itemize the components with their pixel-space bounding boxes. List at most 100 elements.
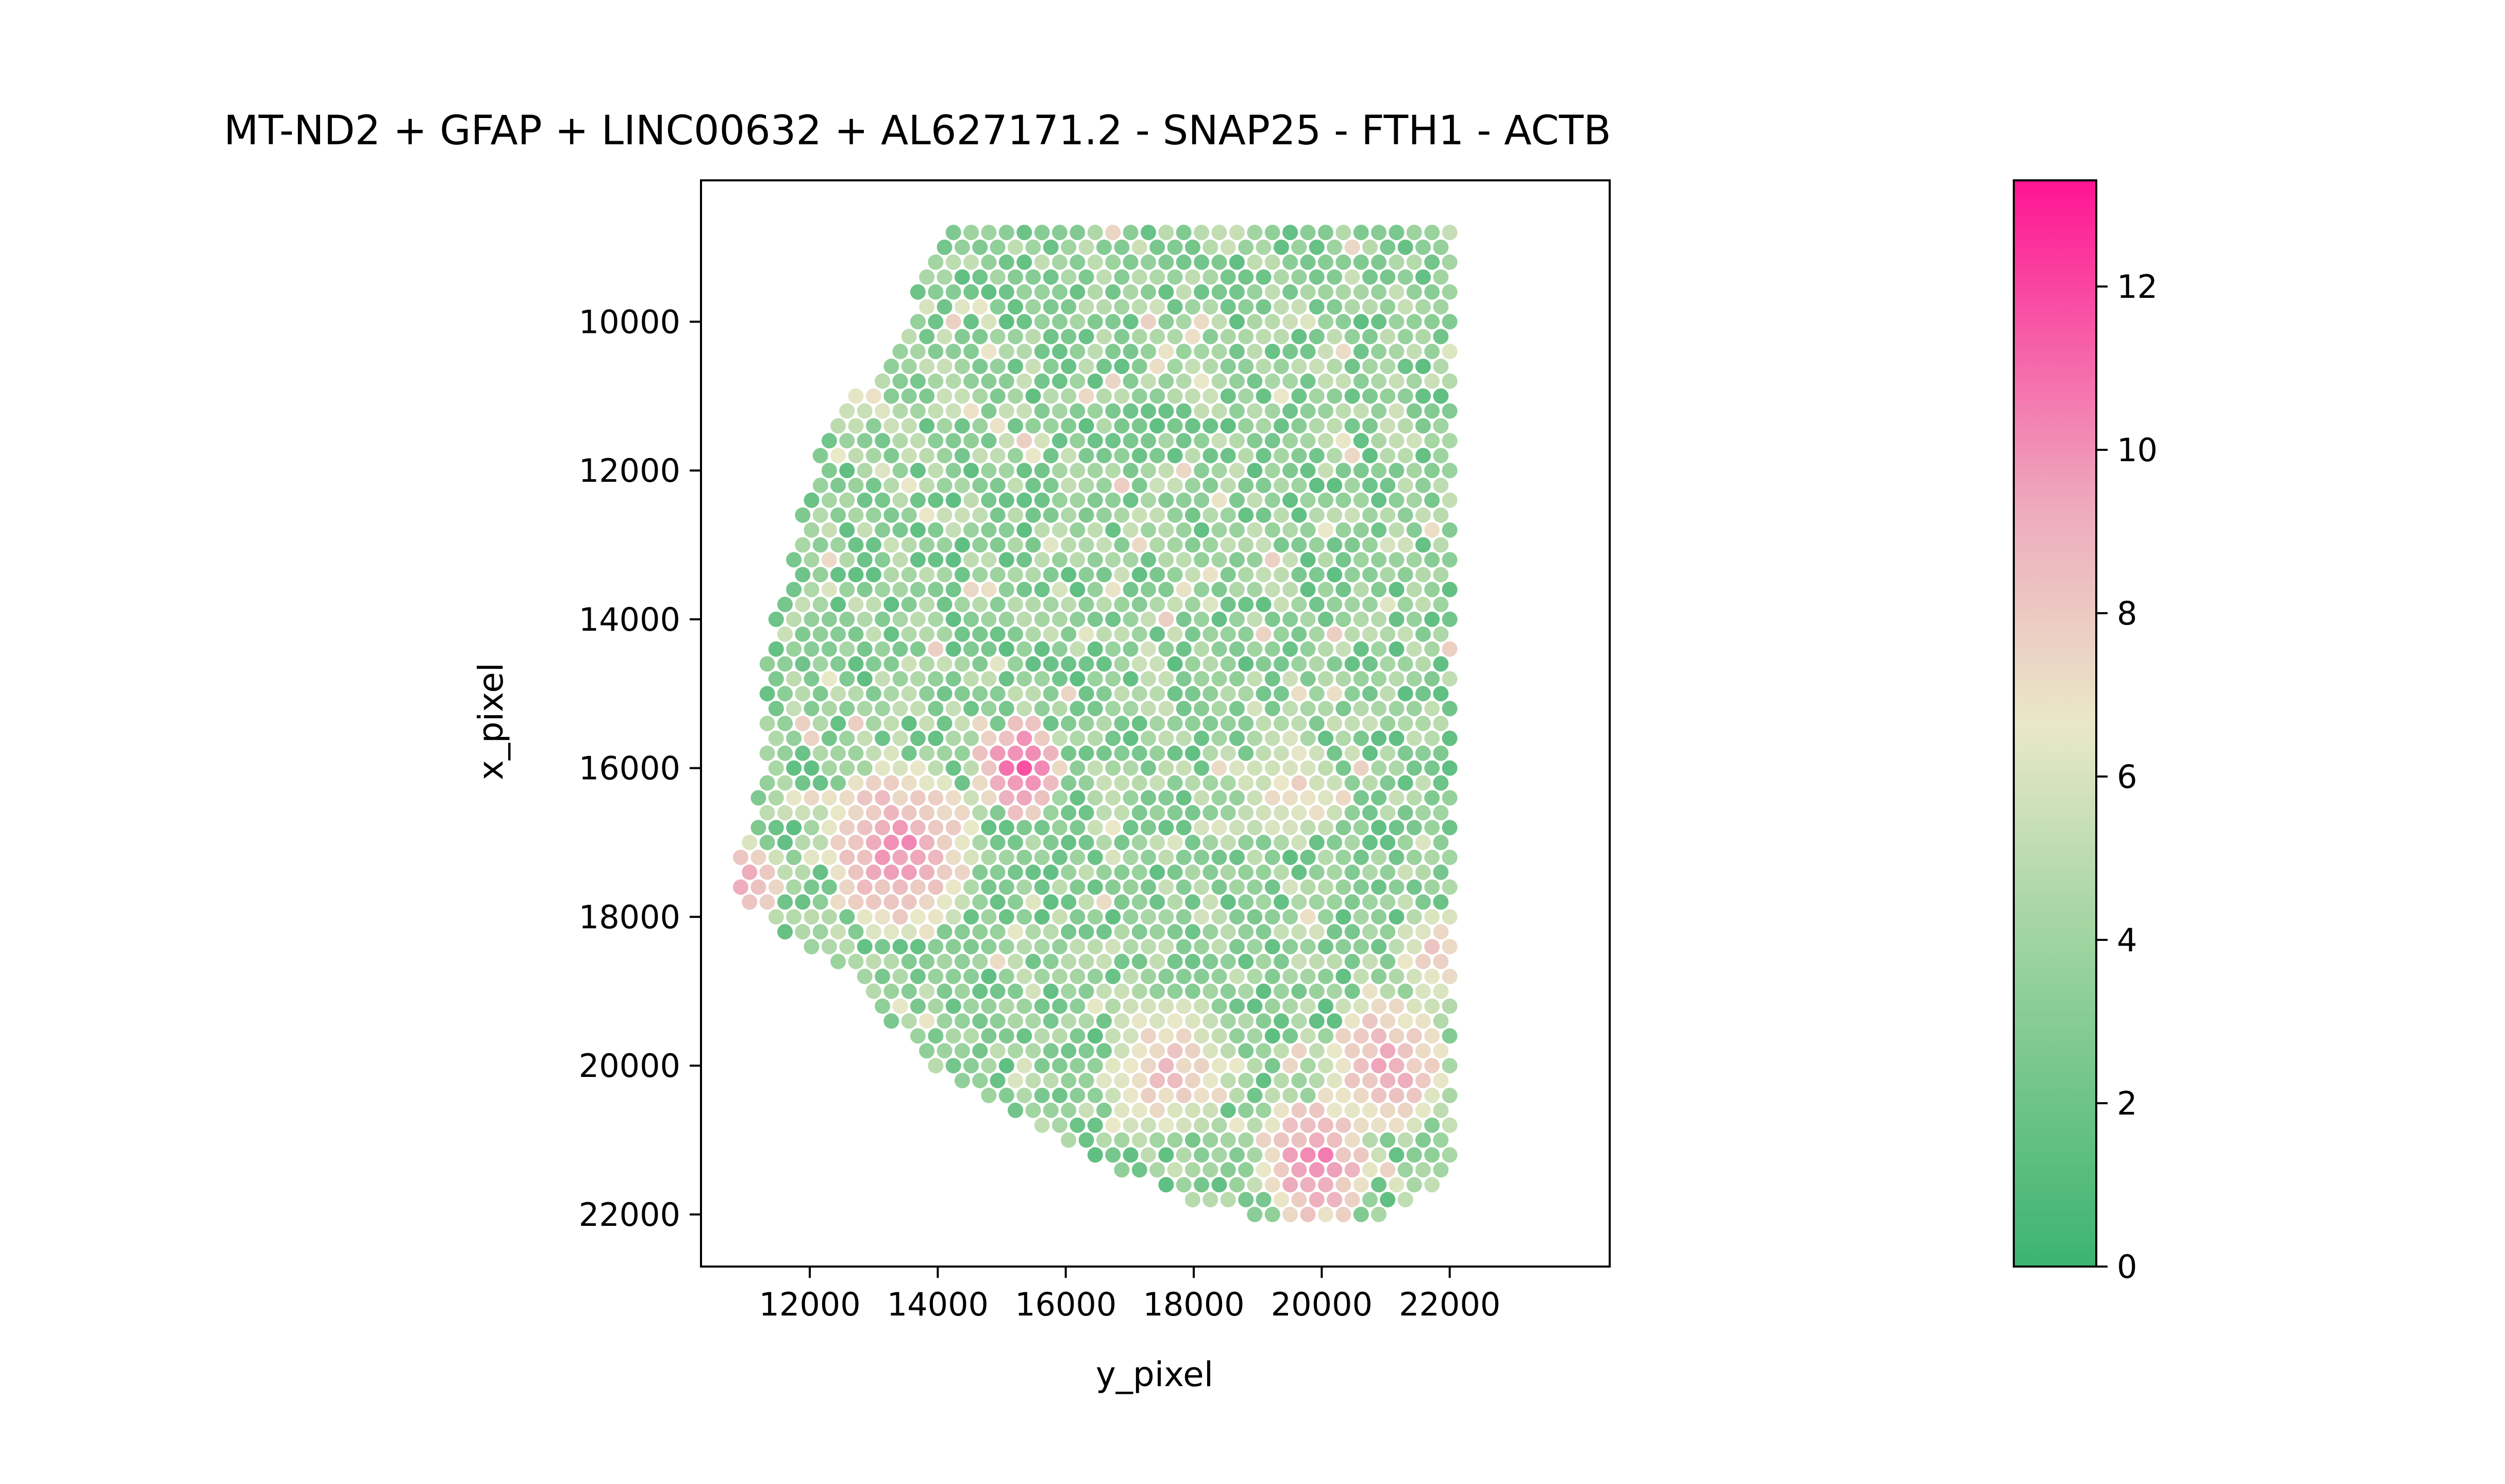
spot-point	[1256, 418, 1272, 434]
spot-point	[830, 894, 846, 910]
spot-point	[1247, 344, 1263, 360]
spot-point	[821, 611, 837, 627]
spot-point	[750, 820, 766, 836]
spot-point	[1327, 478, 1343, 493]
spot-point	[1371, 909, 1387, 925]
spot-point	[830, 478, 846, 493]
spot-point	[963, 968, 979, 984]
spot-point	[1335, 671, 1351, 687]
spot-point	[1442, 939, 1458, 955]
spot-point	[990, 894, 1006, 910]
spot-point	[928, 552, 944, 568]
spot-point	[1141, 998, 1156, 1014]
spot-point	[1424, 344, 1440, 360]
spot-point	[883, 805, 899, 821]
spot-point	[750, 849, 766, 865]
spot-point	[1353, 1177, 1369, 1193]
spot-point	[1389, 314, 1405, 330]
spot-point	[1123, 968, 1139, 984]
spot-point	[1291, 1043, 1307, 1059]
spot-point	[1238, 537, 1254, 553]
spot-point	[1273, 1043, 1289, 1059]
spot-point	[901, 478, 917, 493]
spot-point	[1291, 329, 1307, 345]
spot-point	[990, 299, 1006, 315]
spot-point	[1176, 1147, 1192, 1163]
spot-point	[963, 611, 979, 627]
spot-point	[1052, 284, 1067, 300]
spot-point	[1034, 403, 1050, 419]
spot-point	[857, 433, 873, 449]
spot-point	[1167, 656, 1183, 672]
spot-point	[1114, 954, 1130, 969]
spot-point	[786, 790, 802, 806]
spot-point	[1389, 433, 1405, 449]
spot-point	[1016, 433, 1032, 449]
spot-point	[945, 582, 961, 598]
spot-point	[972, 329, 988, 345]
spot-point	[1291, 269, 1307, 285]
spot-point	[1380, 567, 1396, 583]
spot-point	[1061, 864, 1077, 880]
spot-point	[1380, 1013, 1396, 1029]
spot-point	[1149, 626, 1165, 642]
spot-point	[1273, 1192, 1289, 1208]
spot-point	[1123, 909, 1139, 925]
spot-point	[1141, 760, 1156, 776]
spot-point	[1256, 597, 1272, 612]
spot-point	[1264, 611, 1280, 627]
spot-point	[1184, 835, 1200, 850]
spot-point	[981, 344, 997, 360]
spot-point	[1238, 567, 1254, 583]
spot-point	[1194, 1117, 1210, 1133]
spot-point	[972, 478, 988, 493]
spot-point	[1034, 1028, 1050, 1044]
x-tick-label: 16000	[1015, 1286, 1116, 1323]
spot-point	[892, 344, 908, 360]
spot-point	[1442, 671, 1458, 687]
spot-point	[945, 373, 961, 389]
spot-point	[1043, 626, 1059, 642]
spot-point	[1078, 864, 1094, 880]
spot-point	[1433, 239, 1449, 255]
spot-point	[928, 730, 944, 746]
spot-point	[865, 745, 881, 761]
spot-point	[1131, 1043, 1147, 1059]
spot-point	[1247, 998, 1263, 1014]
spot-point	[1371, 314, 1387, 330]
spot-point	[1317, 373, 1333, 389]
spot-point	[937, 626, 953, 642]
spot-point	[1415, 745, 1431, 761]
spot-point	[1096, 448, 1112, 464]
spot-point	[1203, 448, 1218, 464]
spot-point	[1114, 239, 1130, 255]
spot-point	[1114, 894, 1130, 910]
spot-point	[1070, 344, 1086, 360]
spot-point	[1264, 879, 1280, 895]
spot-point	[1114, 626, 1130, 642]
spot-point	[1256, 567, 1272, 583]
spot-point	[1309, 1043, 1325, 1059]
spot-point	[1300, 760, 1316, 776]
spot-point	[1238, 1192, 1254, 1208]
spot-point	[963, 582, 979, 598]
spot-point	[1061, 388, 1077, 404]
spot-point	[910, 998, 926, 1014]
spot-point	[1194, 254, 1210, 270]
spot-point	[1025, 1073, 1041, 1088]
y-tick-label: 16000	[579, 750, 680, 787]
spot-point	[1016, 611, 1032, 627]
spot-point	[1344, 864, 1360, 880]
spot-point	[1034, 373, 1050, 389]
spot-point	[937, 1013, 953, 1029]
spot-point	[857, 730, 873, 746]
spot-point	[839, 522, 855, 538]
spot-point	[1282, 849, 1298, 865]
spot-point	[937, 269, 953, 285]
y-tick-label: 18000	[579, 898, 680, 936]
spot-point	[1131, 716, 1147, 731]
spot-point	[1176, 790, 1192, 806]
spot-point	[1282, 1028, 1298, 1044]
spot-point	[1362, 478, 1378, 493]
spot-point	[1105, 1028, 1121, 1044]
